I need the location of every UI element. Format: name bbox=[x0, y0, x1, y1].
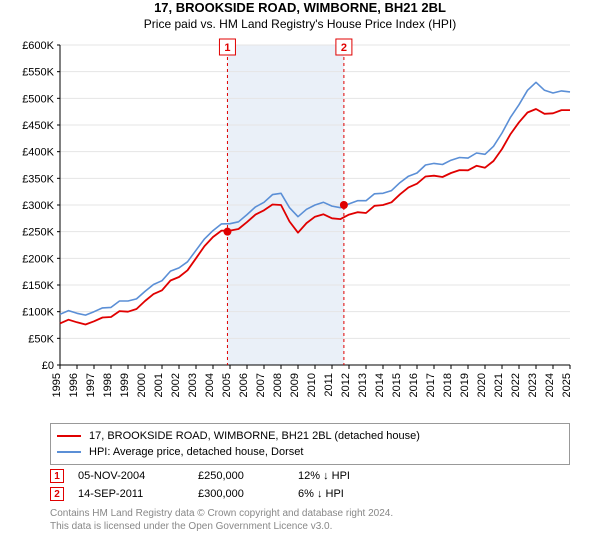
sale-price: £250,000 bbox=[198, 470, 298, 482]
legend-swatch-hpi bbox=[57, 451, 81, 453]
svg-text:2002: 2002 bbox=[170, 373, 182, 397]
sale-date: 05-NOV-2004 bbox=[78, 470, 198, 482]
chart-title: 17, BROOKSIDE ROAD, WIMBORNE, BH21 2BL bbox=[0, 0, 600, 15]
svg-text:2005: 2005 bbox=[221, 373, 233, 397]
legend-row-hpi: HPI: Average price, detached house, Dors… bbox=[57, 444, 563, 460]
svg-text:2018: 2018 bbox=[442, 373, 454, 397]
sale-marker-icon: 1 bbox=[50, 469, 64, 483]
svg-text:1995: 1995 bbox=[51, 373, 63, 397]
svg-text:£300K: £300K bbox=[22, 200, 54, 212]
sale-date: 14-SEP-2011 bbox=[78, 488, 198, 500]
svg-text:2025: 2025 bbox=[561, 373, 573, 397]
legend-row-property: 17, BROOKSIDE ROAD, WIMBORNE, BH21 2BL (… bbox=[57, 428, 563, 444]
svg-text:2009: 2009 bbox=[289, 373, 301, 397]
svg-text:2003: 2003 bbox=[187, 373, 199, 397]
svg-text:2016: 2016 bbox=[408, 373, 420, 397]
svg-text:£150K: £150K bbox=[22, 280, 54, 292]
svg-text:£450K: £450K bbox=[22, 120, 54, 132]
svg-text:1997: 1997 bbox=[85, 373, 97, 397]
legend: 17, BROOKSIDE ROAD, WIMBORNE, BH21 2BL (… bbox=[50, 423, 570, 465]
svg-text:£400K: £400K bbox=[22, 147, 54, 159]
svg-text:2008: 2008 bbox=[272, 373, 284, 397]
svg-text:£350K: £350K bbox=[22, 173, 54, 185]
svg-text:2001: 2001 bbox=[153, 373, 165, 397]
svg-text:2019: 2019 bbox=[459, 373, 471, 397]
legend-label-hpi: HPI: Average price, detached house, Dors… bbox=[89, 444, 303, 460]
svg-text:£200K: £200K bbox=[22, 253, 54, 265]
sale-row: 1 05-NOV-2004£250,00012% ↓ HPI bbox=[50, 469, 570, 483]
svg-text:2: 2 bbox=[341, 42, 347, 54]
licence-text: Contains HM Land Registry data © Crown c… bbox=[50, 507, 570, 533]
svg-text:1999: 1999 bbox=[119, 373, 131, 397]
svg-text:2022: 2022 bbox=[510, 373, 522, 397]
sale-pct-vs-hpi: 6% ↓ HPI bbox=[298, 488, 418, 500]
svg-text:£100K: £100K bbox=[22, 307, 54, 319]
svg-text:2000: 2000 bbox=[136, 373, 148, 397]
sale-price: £300,000 bbox=[198, 488, 298, 500]
svg-text:1996: 1996 bbox=[68, 373, 80, 397]
svg-text:£250K: £250K bbox=[22, 227, 54, 239]
svg-text:2011: 2011 bbox=[323, 373, 335, 397]
legend-swatch-property bbox=[57, 435, 81, 437]
svg-text:2014: 2014 bbox=[374, 373, 386, 397]
svg-text:2024: 2024 bbox=[544, 373, 556, 397]
sale-pct-vs-hpi: 12% ↓ HPI bbox=[298, 470, 418, 482]
chart-subtitle: Price paid vs. HM Land Registry's House … bbox=[0, 17, 600, 31]
svg-text:2017: 2017 bbox=[425, 373, 437, 397]
svg-text:2004: 2004 bbox=[204, 373, 216, 397]
svg-text:2015: 2015 bbox=[391, 373, 403, 397]
svg-text:2021: 2021 bbox=[493, 373, 505, 397]
chart-container: 17, BROOKSIDE ROAD, WIMBORNE, BH21 2BL P… bbox=[0, 0, 600, 560]
svg-text:2007: 2007 bbox=[255, 373, 267, 397]
svg-text:£50K: £50K bbox=[28, 333, 54, 345]
svg-text:2010: 2010 bbox=[306, 373, 318, 397]
sale-marker-list: 1 05-NOV-2004£250,00012% ↓ HPI 2 14-SEP-201… bbox=[0, 469, 600, 501]
svg-text:2012: 2012 bbox=[340, 373, 352, 397]
sale-marker-icon: 2 bbox=[50, 487, 64, 501]
sale-row: 2 14-SEP-2011£300,0006% ↓ HPI bbox=[50, 487, 570, 501]
svg-text:£550K: £550K bbox=[22, 67, 54, 79]
legend-label-property: 17, BROOKSIDE ROAD, WIMBORNE, BH21 2BL (… bbox=[89, 428, 420, 444]
svg-text:2023: 2023 bbox=[527, 373, 539, 397]
svg-text:£600K: £600K bbox=[22, 40, 54, 52]
svg-text:1: 1 bbox=[224, 42, 230, 54]
svg-text:2006: 2006 bbox=[238, 373, 250, 397]
svg-text:£500K: £500K bbox=[22, 93, 54, 105]
svg-text:2013: 2013 bbox=[357, 373, 369, 397]
price-chart: £0 £50K £100K £150K £200K £250K £300K £350K £400… bbox=[10, 37, 590, 417]
svg-text:2020: 2020 bbox=[476, 373, 488, 397]
svg-text:1998: 1998 bbox=[102, 373, 114, 397]
svg-text:£0: £0 bbox=[42, 360, 54, 372]
